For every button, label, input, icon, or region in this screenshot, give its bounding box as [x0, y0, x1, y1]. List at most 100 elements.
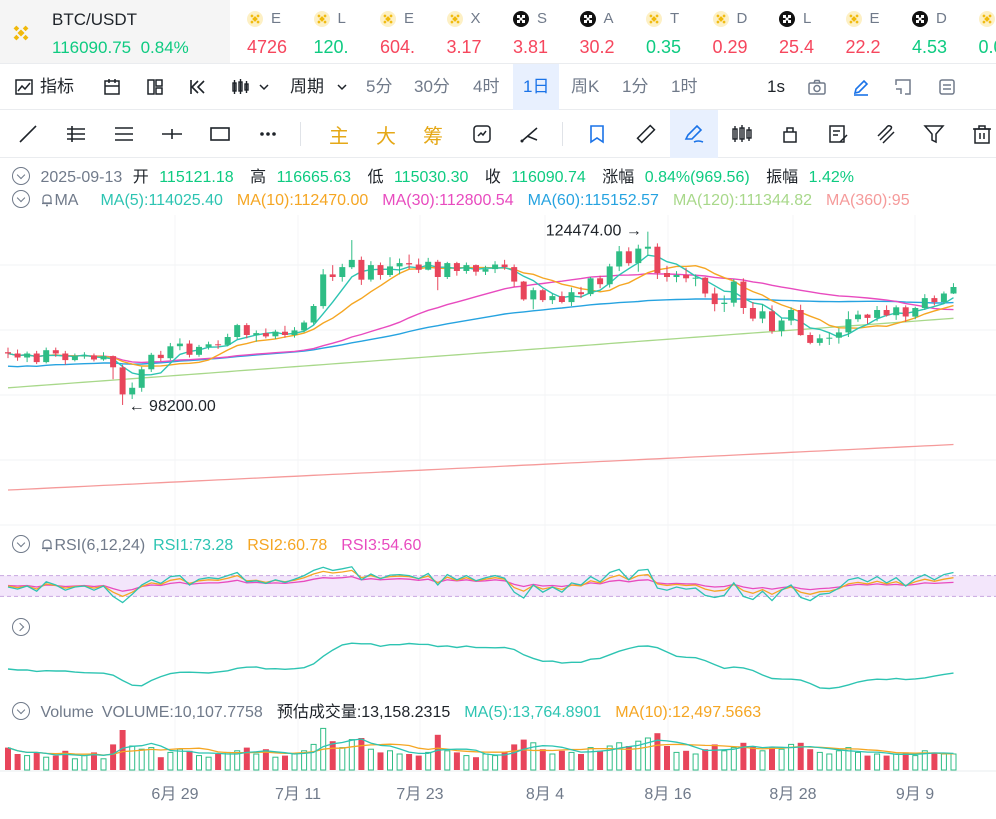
fullscreen-icon[interactable] — [893, 77, 913, 97]
indicator-button[interactable]: 指标 — [40, 77, 74, 96]
volume-bar — [635, 740, 642, 771]
volume-bar — [501, 752, 508, 770]
large-order-button[interactable]: 大 — [376, 126, 396, 148]
volume-bar — [692, 753, 699, 771]
main-pair-ticker[interactable]: BTC/USDT 116090.75 0.84% — [0, 0, 230, 63]
bell-icon[interactable] — [40, 193, 54, 207]
candle-body — [835, 332, 842, 338]
volume-bar — [845, 747, 852, 771]
oscillator-line — [7, 642, 954, 690]
ticker-item[interactable]: E 22.2 — [834, 0, 900, 63]
chevron-down-icon[interactable] — [258, 77, 270, 97]
layout-icon[interactable] — [102, 77, 122, 97]
rectangle-icon[interactable] — [208, 122, 232, 146]
more-icon[interactable] — [256, 122, 280, 146]
volume-bar — [205, 756, 212, 771]
ruler-icon[interactable] — [634, 122, 658, 146]
period-5m[interactable]: 5分 — [366, 77, 393, 96]
ticker-item[interactable]: T 0.35 — [634, 0, 700, 63]
filter-icon[interactable] — [922, 122, 946, 146]
volume-bar — [243, 747, 250, 770]
volume-legend-item-3: MA(10):12,497.5663 — [615, 704, 762, 720]
volume-bar — [568, 751, 575, 771]
ticker-item[interactable]: L 120. — [302, 0, 368, 63]
candle-body — [874, 310, 881, 318]
period-1h[interactable]: 1时 — [671, 77, 698, 96]
candle-body — [71, 356, 78, 361]
bell-icon[interactable] — [40, 538, 54, 552]
chip-distribution-button[interactable]: 筹 — [423, 126, 443, 148]
camera-icon[interactable] — [807, 77, 827, 97]
main-force-button[interactable]: 主 — [329, 126, 349, 148]
period-1d[interactable]: 1日 — [513, 64, 560, 110]
chevron-down-icon[interactable] — [336, 77, 348, 97]
volume-bar — [291, 753, 298, 771]
volume-bar — [282, 755, 288, 770]
period-4h[interactable]: 4时 — [473, 77, 500, 96]
bookmark-icon[interactable] — [586, 122, 610, 146]
ticker-item[interactable]: S 3.81 — [501, 0, 567, 63]
candle-body — [816, 338, 823, 343]
note-icon[interactable] — [826, 122, 850, 146]
ticker-item[interactable]: 0.0 — [967, 0, 996, 63]
ohlc-open: 开 115121.18 — [132, 169, 234, 185]
horizontal-ray-icon[interactable] — [160, 122, 184, 146]
volume-bar — [473, 757, 479, 770]
volume-bar — [587, 747, 594, 771]
cycle-dropdown[interactable]: 周期 — [290, 77, 324, 96]
trend-line-icon[interactable] — [16, 122, 40, 146]
scissors-icon[interactable] — [518, 122, 542, 146]
horizontal-lines-icon[interactable] — [64, 122, 88, 146]
period-1w[interactable]: 周K — [571, 77, 600, 96]
ticker-price: 604. — [380, 37, 416, 57]
ticker-item[interactable]: L 25.4 — [767, 0, 833, 63]
binance-coin-icon — [313, 11, 330, 27]
indicator-icon[interactable] — [14, 77, 34, 97]
chevron-down-icon[interactable] — [12, 702, 30, 720]
candle-body — [148, 354, 155, 370]
candle-body — [272, 331, 279, 337]
trash-icon[interactable] — [970, 122, 994, 146]
candles-icon[interactable] — [730, 122, 754, 146]
candle-body — [501, 264, 508, 268]
ticker-item[interactable]: D 4.53 — [900, 0, 966, 63]
candle-body — [539, 290, 546, 301]
ticker-item[interactable]: D 0.29 — [701, 0, 767, 63]
magnet-icon[interactable] — [874, 122, 898, 146]
candle-type-icon[interactable] — [230, 77, 250, 97]
period-30m[interactable]: 30分 — [414, 77, 450, 96]
volume-bar — [434, 734, 441, 770]
chevron-down-icon[interactable] — [12, 190, 30, 208]
volume-bar — [931, 752, 938, 770]
replay-icon[interactable] — [188, 77, 208, 97]
candle-body — [453, 263, 460, 271]
rsi-legend: RSI(6,12,24) RSI1:73.28 RSI2:60.78 RSI3:54.… — [12, 535, 996, 557]
refresh-interval[interactable]: 1s — [767, 77, 785, 96]
ticker-item[interactable]: X 3.17 — [435, 0, 501, 63]
candle-body — [434, 261, 441, 277]
chevron-down-icon[interactable] — [12, 535, 30, 553]
volume-bar — [539, 749, 546, 770]
chevron-down-icon[interactable] — [12, 167, 30, 185]
candle-body — [157, 354, 164, 359]
volume-bar — [721, 750, 728, 771]
parallel-channel-icon[interactable] — [112, 122, 136, 146]
ticker-item[interactable]: E 4726 — [235, 0, 301, 63]
ticker-item[interactable]: E 604. — [368, 0, 434, 63]
chevron-right-icon[interactable] — [12, 618, 30, 636]
volume-bar — [893, 753, 900, 771]
candle-body — [692, 277, 699, 279]
lock-icon[interactable] — [778, 122, 802, 146]
period-1m[interactable]: 1分 — [622, 77, 649, 96]
brush-icon[interactable] — [682, 122, 706, 146]
volume-bar — [902, 752, 909, 770]
candle-body — [845, 319, 852, 333]
volume-legend-item-2: MA(5):13,764.8901 — [464, 704, 602, 720]
sync-icon[interactable] — [470, 122, 494, 146]
settings-icon[interactable] — [937, 77, 957, 97]
pencil-icon[interactable] — [851, 77, 871, 97]
candle-body — [100, 356, 107, 360]
ticker-item[interactable]: A 30.2 — [568, 0, 634, 63]
grid-layout-icon[interactable] — [145, 77, 165, 97]
